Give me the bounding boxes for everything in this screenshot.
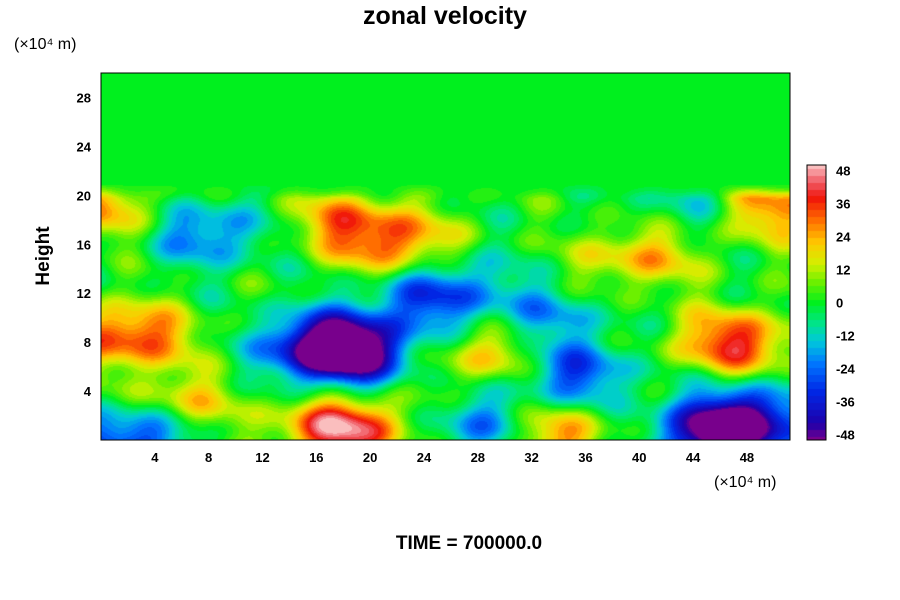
x-tick-label: 40 [632,450,646,465]
heatmap-field [101,73,790,440]
y-tick-label: 24 [77,139,92,154]
y-tick-label: 16 [77,237,91,252]
y-tick-label: 20 [77,188,91,203]
x-tick-label: 44 [686,450,701,465]
colorbar-tick-label: 24 [836,230,851,245]
x-tick-label: 32 [524,450,538,465]
x-axis-unit: (×10⁴ m) [714,474,776,491]
colorbar-gradient [807,165,826,440]
colorbar-tick-label: 0 [836,296,843,311]
x-tick-label: 36 [578,450,592,465]
x-tick-label: 12 [255,450,269,465]
colorbar-frame [806,164,827,441]
time-label: TIME = 700000.0 [396,533,542,554]
y-tick-label: 8 [84,335,91,350]
y-axis-label: Height [33,226,54,286]
plot-frame [100,72,791,441]
colorbar-ticks: 48 36 24 12 0 -12 -24 -36 -48 [836,164,856,443]
x-axis-ticks: 4 8 12 16 20 24 28 32 36 40 44 48 [151,450,754,465]
colorbar-tick-label: 36 [836,197,850,212]
y-tick-label: 12 [77,286,91,301]
colorbar-tick-label: 48 [836,164,850,179]
y-axis-ticks: 4 8 12 16 20 24 28 [77,90,92,399]
plot-area [100,72,791,441]
x-tick-label: 24 [417,450,432,465]
x-tick-label: 48 [740,450,754,465]
colorbar-tick-label: 12 [836,263,850,278]
chart-title: zonal velocity [363,2,527,30]
x-tick-label: 8 [205,450,212,465]
colorbar-tick-label: -12 [836,329,855,344]
x-tick-label: 28 [471,450,485,465]
x-tick-label: 16 [309,450,323,465]
colorbar-tick-label: -24 [836,362,856,377]
colorbar-tick-label: -48 [836,428,855,443]
colorbar-tick-label: -36 [836,395,855,410]
y-tick-label: 28 [77,90,91,105]
colorbar: 48 36 24 12 0 -12 -24 -36 -48 [806,164,856,443]
y-tick-label: 4 [84,384,92,399]
x-tick-label: 4 [151,450,159,465]
x-tick-label: 20 [363,450,377,465]
y-axis-unit: (×10⁴ m) [14,36,76,53]
